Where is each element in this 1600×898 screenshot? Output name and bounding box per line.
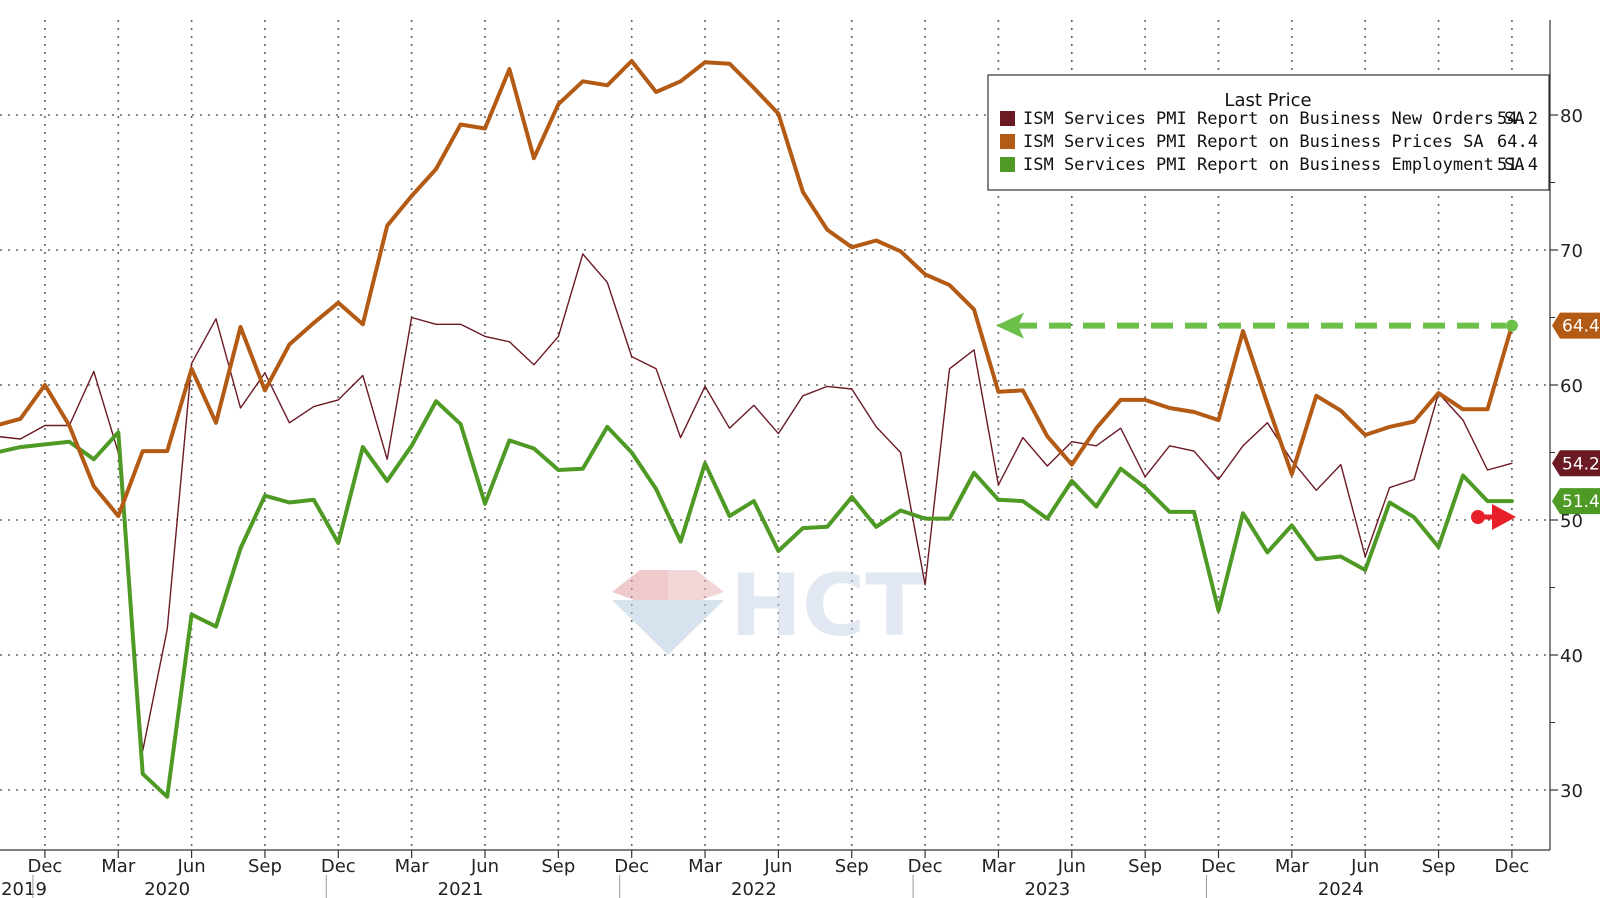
x-month-label: Mar (101, 856, 136, 877)
x-month-label: Mar (981, 856, 1016, 877)
last-value-tag: 51.4 (1552, 488, 1600, 515)
x-month-label: Dec (1201, 856, 1236, 877)
legend-swatch (1000, 111, 1015, 126)
watermark-text: HCT (730, 556, 924, 656)
x-month-label: Jun (1350, 856, 1379, 877)
legend-series-name: ISM Services PMI Report on Business New … (1023, 109, 1525, 129)
last-value-tag-bg (1552, 450, 1600, 477)
legend-series-value: 64.4 (1497, 132, 1538, 152)
x-month-label: Sep (248, 856, 282, 877)
x-axis-ticks: Dec Mar Jun Sep Dec Mar Jun Sep Dec Mar Jun Sep Dec M… (1, 850, 1529, 898)
last-value-text: 64.4 (1562, 317, 1600, 337)
legend-series-value: 54.2 (1497, 109, 1538, 129)
watermark-logo: HCT (612, 556, 924, 656)
y-tick-label: 30 (1560, 781, 1583, 802)
last-value-labels: 54.2 64.4 51.4 (1552, 312, 1600, 515)
red-arrow-icon (1492, 504, 1516, 530)
x-year-label: 2021 (438, 879, 484, 898)
legend-title: Last Price (1224, 90, 1311, 111)
x-month-label: Jun (763, 856, 792, 877)
x-year-label: 2020 (144, 879, 190, 898)
series-line-0 (0, 253, 1513, 752)
x-month-label: Dec (321, 856, 356, 877)
y-tick-label: 80 (1560, 106, 1583, 127)
x-month-label: Dec (1494, 856, 1529, 877)
annotation-end-dot (1505, 319, 1518, 332)
x-month-label: Jun (1057, 856, 1086, 877)
x-month-label: Jun (177, 856, 206, 877)
x-month-label: Mar (1275, 856, 1310, 877)
watermark-diamond-bottom (612, 600, 724, 655)
x-month-label: Dec (614, 856, 649, 877)
x-year-label: 2023 (1024, 879, 1070, 898)
last-value-text: 51.4 (1562, 492, 1600, 512)
x-month-label: Mar (395, 856, 430, 877)
legend-series-name: ISM Services PMI Report on Business Empl… (1023, 155, 1525, 175)
last-value-text: 54.2 (1562, 454, 1600, 474)
legend-items: ISM Services PMI Report on Business New … (1000, 109, 1538, 175)
x-month-label: Sep (541, 856, 575, 877)
y-tick-label: 70 (1560, 241, 1583, 262)
series-line-2 (0, 399, 1514, 799)
legend-swatch (1000, 134, 1015, 149)
legend-swatch (1000, 157, 1015, 172)
legend-series-name: ISM Services PMI Report on Business Pric… (1023, 132, 1484, 152)
x-month-label: Jun (470, 856, 499, 877)
x-month-label: Dec (908, 856, 943, 877)
series-layer (0, 59, 1514, 799)
legend-series-value: 51.4 (1497, 155, 1538, 175)
annotation-layer (996, 312, 1518, 530)
legend-box (987, 74, 1550, 191)
series-line-1 (0, 59, 1514, 518)
x-month-label: Dec (27, 856, 62, 877)
annotation-arrowhead-icon (996, 312, 1024, 339)
x-month-label: Mar (688, 856, 723, 877)
legend: Last Price ISM Services PMI Report on Bu… (987, 74, 1550, 191)
x-year-label: 2019 (1, 879, 47, 898)
x-month-label: Sep (1422, 856, 1456, 877)
y-tick-label: 50 (1560, 511, 1583, 532)
x-year-label: 2024 (1318, 879, 1364, 898)
x-month-label: Sep (835, 856, 869, 877)
last-value-tag: 64.4 (1552, 312, 1600, 339)
y-axis-ticks: 30 40 50 60 70 80 (1550, 106, 1583, 802)
x-month-label: Sep (1128, 856, 1162, 877)
last-value-tag-bg (1552, 488, 1600, 515)
x-year-label: 2022 (731, 879, 777, 898)
y-tick-label: 40 (1560, 646, 1583, 667)
last-value-tag-bg (1552, 312, 1600, 339)
y-tick-label: 60 (1560, 376, 1583, 397)
last-value-tag: 54.2 (1552, 450, 1600, 477)
